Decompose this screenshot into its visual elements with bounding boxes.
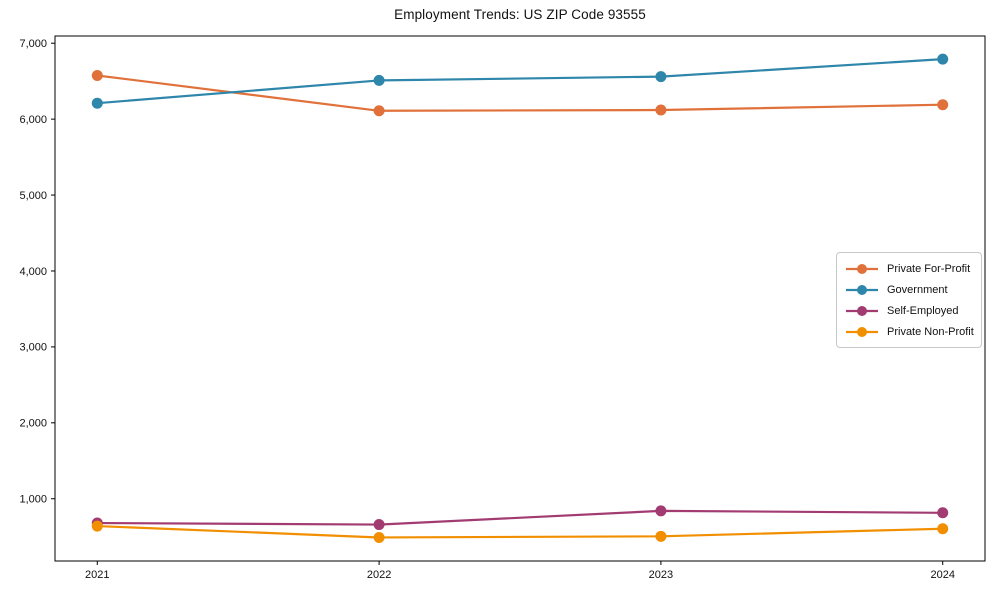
data-point-marker <box>937 53 949 65</box>
data-point-marker <box>655 505 667 517</box>
data-point-marker <box>655 530 667 542</box>
legend-item: Private For-Profit <box>845 263 973 275</box>
data-point-marker <box>937 507 949 519</box>
legend-label: Government <box>887 283 948 296</box>
series-self-employed <box>91 505 949 531</box>
legend-item: Self-Employed <box>845 305 973 317</box>
x-tick-label: 2024 <box>930 569 954 581</box>
chart-title: Employment Trends: US ZIP Code 93555 <box>394 7 646 22</box>
data-point-marker <box>91 520 103 532</box>
data-point-marker <box>373 105 385 117</box>
series-line <box>96 509 944 526</box>
y-tick-label: 4,000 <box>19 266 47 278</box>
x-tick-label: 2022 <box>367 569 391 581</box>
legend-label: Private For-Profit <box>887 262 971 275</box>
legend-item: Government <box>845 284 973 296</box>
legend-line-marker-icon <box>846 284 878 295</box>
y-tick-label: 6,000 <box>19 114 47 126</box>
legend-label: Private Non-Profit <box>887 325 974 338</box>
data-point-marker <box>91 97 103 109</box>
legend-line-marker-icon <box>846 305 878 316</box>
data-point-marker <box>91 69 103 81</box>
y-tick-label: 3,000 <box>19 342 47 354</box>
axes-spines <box>54 35 986 562</box>
data-point-marker <box>373 519 385 531</box>
series-line <box>96 58 944 105</box>
data-point-marker <box>937 99 949 111</box>
y-tick-label: 1,000 <box>19 494 47 506</box>
y-tick-label: 5,000 <box>19 190 47 202</box>
data-point-marker <box>937 523 949 535</box>
data-point-marker <box>373 74 385 86</box>
legend-label: Self-Employed <box>887 304 959 317</box>
x-tick-label: 2021 <box>85 569 109 581</box>
series-line <box>96 74 944 112</box>
legend-item: Private Non-Profit <box>845 325 974 338</box>
data-point-marker <box>655 104 667 116</box>
series-private-non-profit <box>91 520 949 543</box>
series-private-for-profit <box>91 69 949 117</box>
y-tick-label: 2,000 <box>19 418 47 430</box>
data-point-marker <box>373 531 385 543</box>
series-line <box>96 524 944 539</box>
x-axis: 2021 2022 2023 2024 <box>85 561 955 581</box>
data-point-marker <box>655 71 667 83</box>
y-tick-label: 7,000 <box>19 38 47 50</box>
legend-line-marker-icon <box>846 263 878 274</box>
legend: Private For-Profit Government Self-Emplo… <box>836 252 982 348</box>
y-axis: 1,000 2,000 3,000 4,000 5,000 6,000 7,000 <box>19 38 55 506</box>
series-government <box>91 53 949 109</box>
x-tick-label: 2023 <box>649 569 673 581</box>
legend-line-marker-icon <box>846 326 878 337</box>
